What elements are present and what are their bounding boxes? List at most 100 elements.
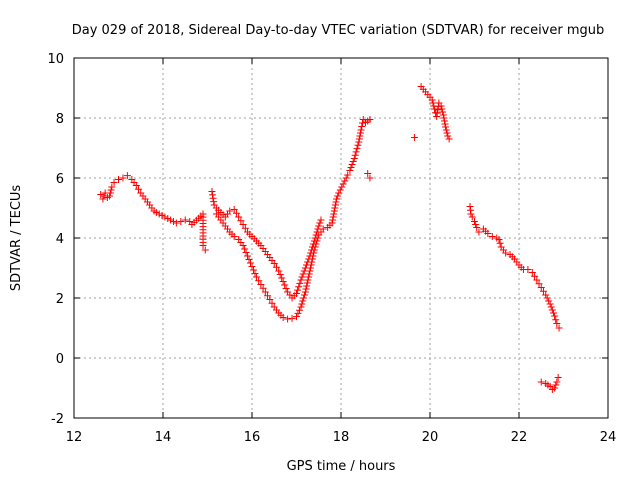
data-point-interp (298, 300, 306, 308)
data-point (239, 242, 247, 249)
data-point-interp (439, 108, 447, 116)
data-point-interp (210, 198, 218, 206)
data-point (244, 252, 252, 260)
data-point (488, 233, 496, 240)
data-point (123, 172, 131, 180)
data-point (106, 192, 114, 200)
data-point-interp (351, 151, 359, 159)
data-point (235, 213, 243, 221)
data-point-interp (305, 270, 313, 278)
chart-title: Day 029 of 2018, Sidereal Day-to-day VTE… (72, 23, 605, 38)
data-point-interp (356, 132, 364, 140)
data-point-interp (294, 309, 302, 317)
data-point (537, 284, 545, 291)
data-point (297, 303, 305, 311)
data-point-interp (443, 129, 451, 137)
data-point-interp (167, 216, 175, 224)
data-point (444, 132, 452, 140)
data-point-interp (531, 272, 539, 280)
data-point-interp (169, 218, 177, 225)
data-point-interp (249, 266, 257, 274)
data-point (484, 230, 492, 237)
y-tick-label: 2 (56, 292, 64, 307)
data-point (548, 306, 556, 314)
data-point-interp (338, 183, 346, 191)
data-point-interp (331, 201, 339, 209)
data-point-interp (278, 274, 286, 282)
data-point-interp (300, 294, 308, 302)
data-point-interp (434, 106, 442, 114)
data-point (467, 210, 475, 218)
data-point (471, 218, 478, 225)
data-point-interp (298, 273, 306, 281)
data-point (279, 314, 287, 321)
data-point-interp (268, 299, 276, 307)
data-point-interp (332, 198, 340, 206)
data-point (181, 216, 189, 224)
data-point (306, 267, 314, 275)
data-point-interp (358, 123, 366, 130)
data-point (97, 191, 105, 198)
data-point (551, 312, 559, 320)
data-point (293, 313, 300, 321)
data-point (553, 320, 561, 327)
points-layer (97, 83, 563, 393)
data-point (430, 105, 438, 113)
data-point (275, 267, 283, 275)
data-point-interp (264, 292, 272, 300)
data-point-interp (329, 213, 337, 221)
data-point-interp (330, 210, 338, 218)
data-point (537, 378, 545, 386)
y-axis-label: SDTVAR / TECUs (9, 185, 24, 292)
x-tick-label: 14 (155, 430, 172, 445)
data-point (551, 384, 559, 392)
data-point (442, 123, 450, 131)
data-point-interp (311, 243, 319, 251)
data-point (257, 281, 265, 288)
data-point-interp (349, 158, 357, 165)
data-point-interp (276, 271, 284, 278)
data-point (279, 278, 287, 285)
data-point-interp (535, 280, 543, 288)
data-point-interp (304, 276, 312, 284)
data-point-interp (294, 286, 302, 294)
data-point-interp (299, 270, 307, 278)
data-point (366, 174, 374, 182)
data-point-interp (158, 212, 166, 219)
data-point-interp (316, 219, 324, 227)
data-point-interp (242, 249, 250, 256)
data-point-interp (353, 145, 361, 153)
data-point-interp (329, 216, 337, 224)
y-tick-label: 10 (47, 52, 64, 67)
data-point (524, 266, 532, 273)
x-axis-label: GPS time / hours (287, 459, 396, 474)
x-tick-label: 16 (244, 430, 261, 445)
grid-layer (74, 58, 608, 418)
data-point (199, 242, 207, 249)
data-point (115, 176, 122, 183)
data-point (284, 315, 292, 323)
data-point-interp (245, 256, 253, 263)
data-point-interp (135, 185, 143, 193)
data-point (172, 219, 180, 227)
data-point (346, 167, 354, 174)
data-point (201, 246, 209, 254)
data-point-interp (255, 277, 263, 285)
data-point-interp (429, 99, 437, 107)
data-point (495, 236, 503, 243)
y-tick-label: 8 (56, 112, 64, 127)
data-point (335, 189, 343, 197)
data-point (439, 111, 447, 119)
data-point-interp (312, 240, 320, 248)
data-point-interp (209, 194, 217, 202)
data-point-interp (106, 189, 114, 197)
data-point-interp (438, 105, 446, 113)
data-point-interp (281, 281, 289, 289)
x-tick-label: 24 (600, 430, 617, 445)
data-point (350, 155, 358, 162)
data-point-interp (303, 279, 311, 287)
data-point (230, 233, 238, 240)
data-point-interp (441, 120, 449, 128)
